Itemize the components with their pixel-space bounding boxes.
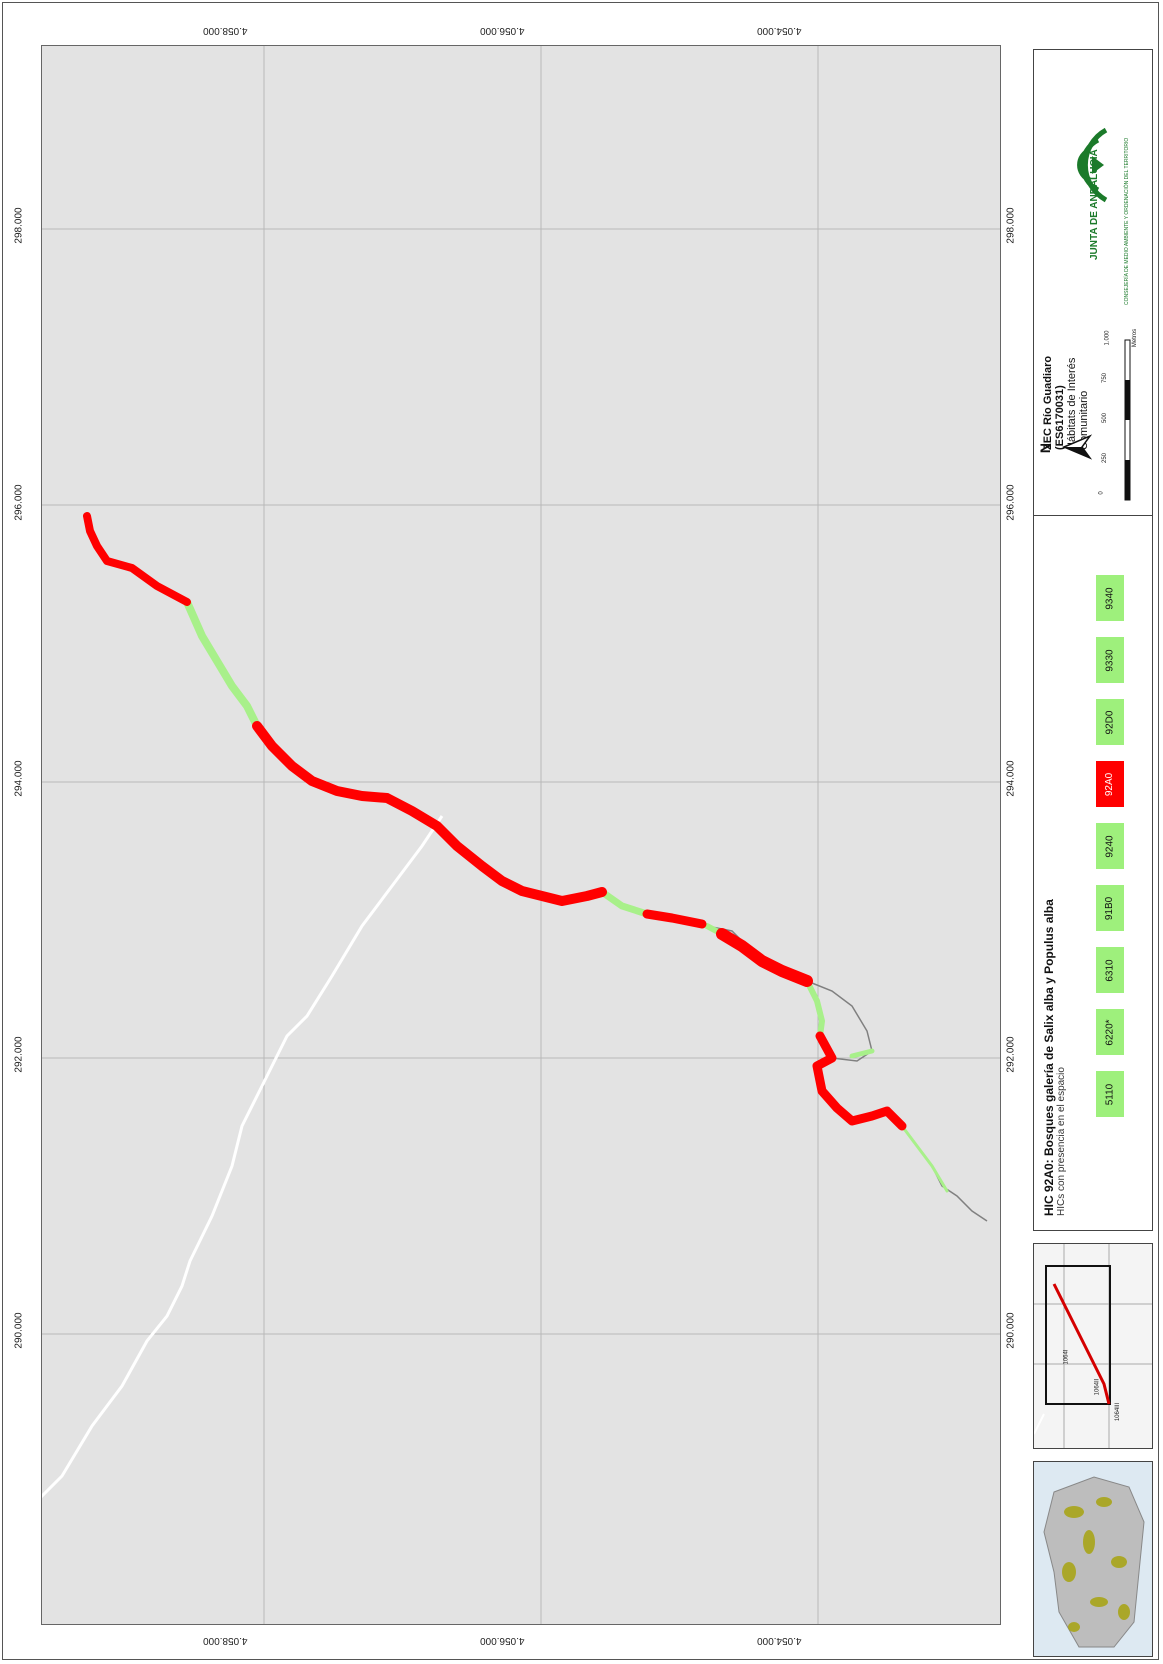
scale-label-unit: Metros — [1132, 328, 1139, 348]
tick-x-left-3: 294.000 — [13, 760, 25, 797]
andalucia-overview-map — [1043, 1476, 1145, 1648]
tick-x-right-4: 296.000 — [1005, 484, 1017, 521]
legend-chip-9340: 9340 — [1096, 575, 1124, 621]
legend-title: HIC 92A0: Bosques galería de Salix alba … — [1042, 899, 1056, 1216]
inset-label-1: 1064I — [1063, 1349, 1070, 1365]
tick-x-right-2: 292.000 — [1005, 1036, 1017, 1073]
legend-chip-92d0: 92D0 — [1096, 699, 1124, 745]
legend-chip-label: 9330 — [1104, 648, 1116, 672]
hic-92a0-habitat — [83, 512, 907, 1131]
legend-panel: HIC 92A0: Bosques galería de Salix alba … — [1033, 515, 1153, 1231]
legend-header: HIC 92A0: Bosques galería de Salix alba … — [1042, 899, 1067, 1216]
legend-chip-6220star: 6220* — [1096, 1009, 1124, 1055]
tick-x-right-3: 294.000 — [1005, 760, 1017, 797]
logo-subtitle: CONSEJERÍA DE MEDIO AMBIENTE Y ORDENACIÓ… — [1124, 137, 1130, 305]
legend-chip-label: 9240 — [1104, 834, 1116, 858]
tick-y-bottom-1: 4.058.000 — [203, 1635, 248, 1646]
road-line — [42, 815, 444, 1499]
legend-chip-label: 92D0 — [1104, 710, 1116, 734]
inset-label-3: 1064III — [1115, 1402, 1122, 1422]
legend-chip-label: 6220* — [1104, 1018, 1116, 1046]
inset-map-panel[interactable]: 1064I 1064II 1064III — [1033, 1243, 1153, 1449]
tick-y-top-2: 4.056.000 — [480, 25, 525, 36]
tick-y-top-3: 4.054.000 — [757, 25, 802, 36]
legend-chip-label: 6310 — [1104, 958, 1116, 982]
map-canvas — [42, 46, 1000, 1624]
logo-name: JUNTA DE ANDALUCIA — [1089, 149, 1100, 260]
zec-other-habitats — [183, 598, 949, 1193]
legend-chip-9240: 9240 — [1096, 823, 1124, 869]
north-label: N — [1037, 442, 1054, 454]
logo-text-block: JUNTA DE ANDALUCIA — [1089, 149, 1100, 260]
legend-chip-91b0: 91B0 — [1096, 885, 1124, 931]
logo-sub-block: CONSEJERÍA DE MEDIO AMBIENTE Y ORDENACIÓ… — [1124, 138, 1130, 305]
legend-chip-5110: 5110 — [1096, 1071, 1124, 1117]
tick-x-left-2: 292.000 — [13, 1036, 25, 1073]
scale-label-0: 0 — [1098, 491, 1105, 495]
junta-andalucia-logo-icon — [1077, 127, 1108, 203]
title-panel: JUNTA DE ANDALUCIA CONSEJERÍA DE MEDIO A… — [1033, 49, 1153, 529]
tick-x-left-1: 290.000 — [13, 1312, 25, 1349]
tick-x-right-5: 298.000 — [1005, 207, 1017, 244]
legend-subtitle: HICs con presencia en el espacio — [1056, 1067, 1067, 1216]
legend-chip-label: 92A0 — [1104, 772, 1116, 796]
scale-label-1000: 1.000 — [1104, 330, 1111, 346]
tick-y-bottom-2: 4.056.000 — [480, 1635, 525, 1646]
legend-chip-label: 91B0 — [1104, 896, 1116, 920]
tick-x-right-1: 290.000 — [1005, 1312, 1017, 1349]
north-arrow-icon — [1062, 434, 1092, 460]
legend-chip-92a0: 92A0 — [1096, 761, 1124, 807]
tick-y-top-1: 4.058.000 — [203, 25, 248, 36]
main-map[interactable] — [41, 45, 1001, 1625]
tick-x-left-5: 298.000 — [13, 207, 25, 244]
inset-map — [1034, 1244, 1152, 1448]
scale-label-750: 750 — [1102, 372, 1109, 384]
legend-chip-9330: 9330 — [1096, 637, 1124, 683]
scale-bar — [1124, 339, 1131, 501]
tick-x-left-4: 296.000 — [13, 484, 25, 521]
legend-chip-label: 9340 — [1104, 586, 1116, 610]
tick-y-bottom-3: 4.054.000 — [757, 1635, 802, 1646]
legend-chip-6310: 6310 — [1096, 947, 1124, 993]
andalucia-overview-panel[interactable] — [1033, 1461, 1153, 1657]
scale-label-250: 250 — [1102, 452, 1109, 464]
map-grid — [42, 46, 1000, 1624]
legend-chip-label: 5110 — [1104, 1083, 1116, 1105]
inset-label-2: 1064II — [1094, 1378, 1101, 1396]
scale-label-500: 500 — [1102, 412, 1109, 424]
